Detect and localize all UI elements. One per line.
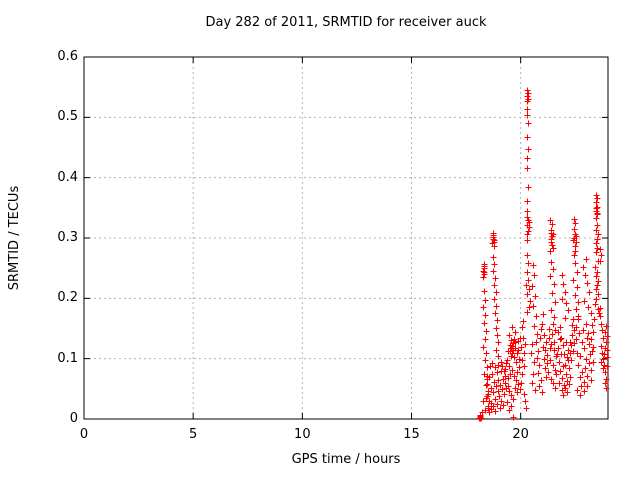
plot-border [83, 56, 609, 420]
x-tick-label: 10 [294, 427, 311, 442]
gridlines [84, 57, 608, 419]
x-tick-label: 5 [189, 427, 198, 442]
y-tick-label: 0 [69, 411, 78, 426]
y-tick-label: 0.4 [57, 169, 78, 185]
chart-title: Day 282 of 2011, SRMTID for receiver auc… [205, 15, 487, 30]
y-tick-label: 0.2 [57, 290, 78, 306]
x-tick-label: 20 [512, 427, 529, 442]
x-tick-label: 15 [403, 427, 420, 442]
x-axis-label: GPS time / hours [291, 452, 401, 467]
y-tick-label: 0.5 [57, 109, 78, 125]
x-tick-label: 0 [79, 427, 89, 442]
y-tick-label: 0.1 [57, 350, 78, 366]
y-tick-label: 0.3 [57, 230, 78, 245]
y-tick-label: 0.6 [57, 49, 78, 64]
scatter-points [476, 87, 611, 422]
